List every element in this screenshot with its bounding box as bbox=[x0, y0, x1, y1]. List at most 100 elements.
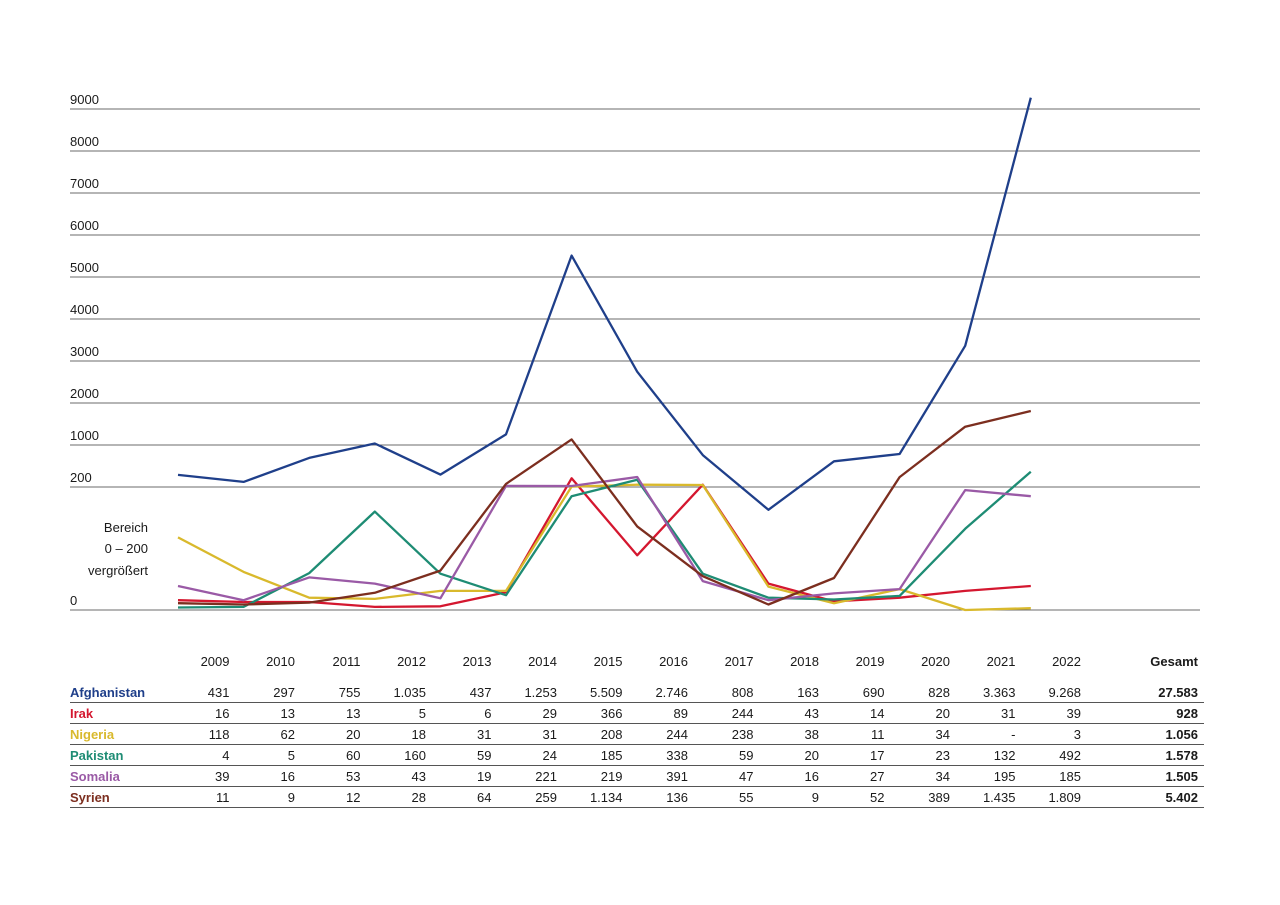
year-header-2010: 2010 bbox=[266, 653, 295, 669]
year-header-2012: 2012 bbox=[397, 653, 426, 669]
row-total: 1.056 bbox=[1087, 723, 1204, 745]
table-cell: 60 bbox=[301, 744, 367, 766]
table-cell: - bbox=[956, 723, 1022, 745]
table-cell: 39 bbox=[170, 765, 236, 787]
table-cell: 391 bbox=[628, 765, 694, 787]
y-tick-label-8000: 8000 bbox=[70, 134, 99, 149]
row-total: 1.505 bbox=[1087, 765, 1204, 787]
table-cell: 18 bbox=[366, 723, 432, 745]
country-name: Nigeria bbox=[70, 723, 170, 745]
table-cell: 28 bbox=[366, 786, 432, 808]
table-cell: 389 bbox=[890, 786, 956, 808]
table-cell: 16 bbox=[759, 765, 825, 787]
table-cell: 31 bbox=[956, 702, 1022, 724]
row-total: 27.583 bbox=[1087, 682, 1204, 703]
table-cell: 366 bbox=[563, 702, 629, 724]
table-cell: 17 bbox=[825, 744, 891, 766]
y-tick-label-4000: 4000 bbox=[70, 302, 99, 317]
table-cell: 1.134 bbox=[563, 786, 629, 808]
table-cell: 31 bbox=[497, 723, 563, 745]
y-axis-tick-labels: 200 1000 2000 3000 4000 5000 6000 7000 8000 9000 0 bbox=[70, 92, 99, 608]
table-cell: 5 bbox=[366, 702, 432, 724]
table-cell: 12 bbox=[301, 786, 367, 808]
year-header-2020: 2020 bbox=[921, 653, 950, 669]
table-cell: 221 bbox=[497, 765, 563, 787]
table-cell: 24 bbox=[497, 744, 563, 766]
row-total: 1.578 bbox=[1087, 744, 1204, 766]
country-name: Syrien bbox=[70, 786, 170, 808]
table-cell: 1.253 bbox=[497, 682, 563, 703]
table-cell: 39 bbox=[1021, 702, 1087, 724]
country-name: Pakistan bbox=[70, 744, 170, 766]
table-cell: 5.509 bbox=[563, 682, 629, 703]
table-cell: 53 bbox=[301, 765, 367, 787]
year-header-2011: 2011 bbox=[332, 653, 361, 669]
year-header-2019: 2019 bbox=[855, 653, 885, 669]
table-cell: 437 bbox=[432, 682, 498, 703]
series-line-afghanistan bbox=[177, 97, 1032, 511]
table-cell: 6 bbox=[432, 702, 498, 724]
year-header-2015: 2015 bbox=[593, 653, 623, 669]
table-cell: 20 bbox=[759, 744, 825, 766]
total-header: Gesamt bbox=[1150, 653, 1198, 669]
y-tick-label-5000: 5000 bbox=[70, 260, 99, 275]
table-cell: 29 bbox=[497, 702, 563, 724]
table-cell: 259 bbox=[497, 786, 563, 808]
country-name: Somalia bbox=[70, 765, 170, 787]
table-row: Nigeria 118 62 20 18 31 31 208 244 238 38 11 34-3 1.0… bbox=[70, 723, 1204, 745]
table-cell: 19 bbox=[432, 765, 498, 787]
y-tick-label-7000: 7000 bbox=[70, 176, 99, 191]
table-cell: 238 bbox=[694, 723, 760, 745]
table-cell: 1.809 bbox=[1021, 786, 1087, 808]
table-cell: 297 bbox=[235, 682, 301, 703]
table-cell: 11 bbox=[825, 723, 891, 745]
table-cell: 219 bbox=[563, 765, 629, 787]
table-cell: 244 bbox=[694, 702, 760, 724]
y-tick-label-9000: 9000 bbox=[70, 92, 99, 107]
table-cell: 160 bbox=[366, 744, 432, 766]
country-header bbox=[70, 640, 170, 682]
year-header-2014: 2014 bbox=[528, 653, 557, 669]
series-line-irak bbox=[177, 477, 1031, 609]
y-tick-label-3000: 3000 bbox=[70, 344, 99, 359]
table-cell: 62 bbox=[235, 723, 301, 745]
table-cell: 808 bbox=[694, 682, 760, 703]
table-cell: 13 bbox=[235, 702, 301, 724]
table-cell: 55 bbox=[694, 786, 760, 808]
table-cell: 34 bbox=[890, 765, 956, 787]
table-row: Somalia 39 16 53 43 19 221 219 391 47 16 27 34 195 185… bbox=[70, 765, 1204, 787]
table-cell: 11 bbox=[170, 786, 236, 808]
series-lines bbox=[177, 97, 1032, 612]
table-cell: 195 bbox=[956, 765, 1022, 787]
data-table: 2009 2010 2011 2012 2013 2014 2015 2016 2017 2018… bbox=[70, 640, 1204, 808]
gridlines bbox=[70, 108, 1200, 611]
y-tick-label-6000: 6000 bbox=[70, 218, 99, 233]
table-cell: 492 bbox=[1021, 744, 1087, 766]
table-cell: 244 bbox=[628, 723, 694, 745]
table-cell: 59 bbox=[694, 744, 760, 766]
country-name: Irak bbox=[70, 702, 170, 724]
table-cell: 89 bbox=[628, 702, 694, 724]
table-cell: 16 bbox=[170, 702, 236, 724]
year-header-2018: 2018 bbox=[790, 653, 819, 669]
table-cell: 47 bbox=[694, 765, 760, 787]
table-cell: 9 bbox=[235, 786, 301, 808]
table-cell: 828 bbox=[890, 682, 956, 703]
table-cell: 31 bbox=[432, 723, 498, 745]
zoom-note-line-2: 0 – 200 bbox=[105, 541, 148, 556]
year-header-2017: 2017 bbox=[724, 653, 754, 669]
table-cell: 2.746 bbox=[628, 682, 694, 703]
table-cell: 20 bbox=[301, 723, 367, 745]
table-cell: 132 bbox=[956, 744, 1022, 766]
table-cell: 3.363 bbox=[956, 682, 1022, 703]
table-cell: 43 bbox=[759, 702, 825, 724]
table-row: Pakistan 4 5 60 160 59 24 185 338 59 20 17 23 132 492 1… bbox=[70, 744, 1204, 766]
table-cell: 4 bbox=[170, 744, 236, 766]
table-cell: 431 bbox=[170, 682, 236, 703]
table-cell: 59 bbox=[432, 744, 498, 766]
table-cell: 1.435 bbox=[956, 786, 1022, 808]
table-row: Afghanistan 431 297 755 1.035 437 1.253 5.509 2.… bbox=[70, 682, 1204, 703]
zoom-note-line-3: vergrößert bbox=[88, 563, 148, 578]
y-tick-label-0: 0 bbox=[70, 593, 77, 608]
table-cell: 52 bbox=[825, 786, 891, 808]
